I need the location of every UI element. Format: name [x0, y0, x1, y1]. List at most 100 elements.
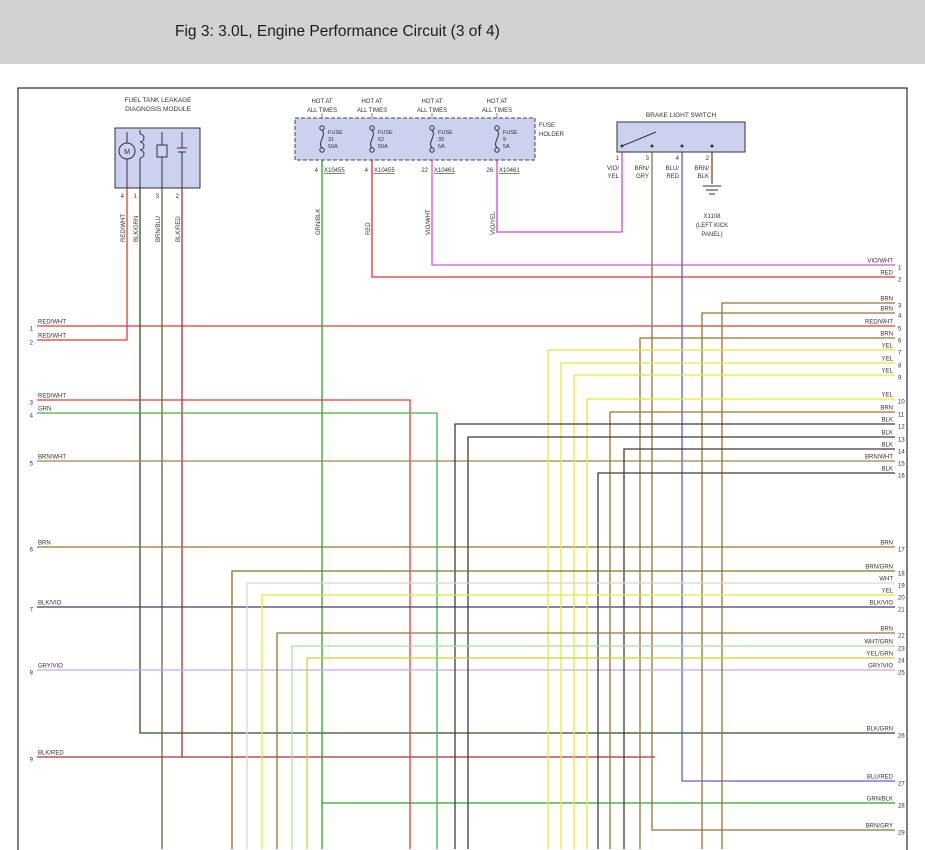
wires-layer: [37, 152, 895, 849]
right-point-number: 14: [898, 450, 905, 456]
left-point-label: BLK/RED: [38, 751, 64, 757]
wire-wht-grn: [291, 645, 895, 849]
right-point-number: 10: [898, 400, 905, 406]
right-point-label: RED: [880, 271, 893, 277]
brake-wire-color-line1: BLU/: [666, 166, 680, 172]
left-point-label: GRN: [38, 407, 51, 413]
brake-switch-pins: 1 VIO/YEL 3 BRN/GRY 4 BLU/RED 2 BRN/BLK: [607, 144, 714, 180]
brake-pin-number: 4: [676, 156, 680, 162]
left-point-label: RED/WHT: [38, 334, 66, 340]
right-point-number: 20: [898, 596, 905, 602]
fuse-wire-color-label: VIO/YEL: [491, 211, 497, 235]
wire-red-wht: [37, 399, 411, 849]
right-point-number: 25: [898, 671, 905, 677]
switch-contact-dot: [710, 144, 714, 148]
left-point-number: 4: [30, 414, 34, 420]
wire-yel: [586, 398, 895, 849]
wire-brn: [276, 632, 895, 849]
right-point-label: BRN: [880, 297, 893, 303]
right-point-label: BLU/RED: [867, 775, 894, 781]
right-point-number: 4: [898, 314, 902, 320]
right-point-number: 12: [898, 425, 905, 431]
wire-blk: [467, 436, 895, 849]
left-point-number: 7: [30, 608, 34, 614]
right-point-label: YEL: [882, 589, 894, 595]
left-point-label: BLK/VIO: [38, 601, 62, 607]
wire-blk-grn: [139, 188, 895, 734]
right-point-number: 7: [898, 351, 902, 357]
hot-at-label-line2: ALL TIMES: [307, 108, 337, 114]
right-point-label: GRN/BLK: [867, 797, 893, 803]
fuse-pin-number: 4: [365, 168, 369, 174]
right-point-number: 29: [898, 831, 905, 837]
left-point-number: 9: [30, 758, 34, 764]
fuse-number: 9: [503, 137, 506, 143]
right-point-number: 11: [898, 413, 905, 419]
fuse-connector-label: X10461: [499, 168, 520, 174]
left-connector-points: 1 RED/WHT 2 RED/WHT 3 RED/WHT 4 GRN 5 BRN/WHT 6 BRN…: [30, 320, 67, 764]
right-point-label: BRN: [880, 627, 893, 633]
coil-symbol: [139, 133, 145, 159]
module-pin-number: 4: [121, 194, 125, 200]
left-point-number: 5: [30, 462, 34, 468]
wire-brn-gry: [651, 152, 895, 831]
wire-grn: [37, 412, 438, 849]
left-point-label: GRY/VIO: [38, 664, 63, 670]
module-wire-color-label: RED/WHT: [121, 214, 127, 242]
right-point-number: 16: [898, 474, 905, 480]
right-point-number: 28: [898, 804, 905, 810]
module-wire-color-label: BLK/RED: [176, 216, 182, 242]
wire-brn: [721, 302, 895, 849]
right-point-number: 1: [898, 266, 902, 272]
right-point-number: 22: [898, 634, 905, 640]
fuse-element-symbol: [320, 129, 324, 149]
fuel-tank-leakage-diagnosis-module: FUEL TANK LEAKAGE DIAGNOSIS MODULE M 4 RE…: [114, 97, 201, 242]
fuse-wire-color-label: GRN/BLK: [316, 209, 322, 235]
wire-blk: [454, 423, 895, 849]
wire-blk: [623, 448, 895, 849]
fuse-connector-label: X10461: [434, 168, 455, 174]
right-point-number: 5: [898, 327, 902, 333]
brake-wire-color-line1: VIO/: [607, 166, 619, 172]
ground-connector-id: X1108: [704, 214, 722, 220]
fuse-number: 62: [378, 137, 384, 143]
brake-wire-color-line2: RED: [666, 174, 679, 180]
right-point-label: BRN: [880, 406, 893, 412]
wire-yel: [547, 349, 895, 849]
hot-at-label-line1: HOT AT: [311, 99, 332, 105]
fuse-number: 31: [328, 137, 334, 143]
wire-yel: [573, 374, 895, 849]
module-pins: 4 RED/WHT 1 BLK/GRN 3 BRN/BLU 2 BLK/RED: [121, 194, 182, 242]
module-title-line1: FUEL TANK LEAKAGE: [124, 97, 192, 104]
module-internals: [118, 130, 187, 188]
fuse-amp-rating: 5A: [438, 144, 445, 150]
right-point-number: 17: [898, 548, 905, 554]
right-point-number: 26: [898, 734, 905, 740]
wire-brn: [701, 312, 895, 849]
fuse-element-symbol: [495, 129, 499, 149]
fuse-word: FUSE: [328, 130, 343, 136]
fuse-pin-number: 26: [486, 168, 493, 174]
left-point-number: 3: [30, 401, 34, 407]
figure-title-bar: Fig 3: 3.0L, Engine Performance Circuit …: [0, 0, 925, 64]
right-point-number: 3: [898, 304, 902, 310]
wire-blk: [597, 472, 895, 849]
right-point-number: 13: [898, 438, 905, 444]
hot-at-label-line1: HOT AT: [361, 99, 382, 105]
right-point-number: 18: [898, 572, 905, 578]
right-point-label: VIO/WHT: [867, 259, 893, 265]
fuse-amp-rating: 50A: [328, 144, 338, 150]
right-point-label: YEL/GRN: [867, 652, 893, 658]
hot-at-label-line2: ALL TIMES: [357, 108, 387, 114]
wire-brn-grn: [231, 570, 895, 849]
right-point-label: BLK: [882, 418, 893, 424]
ground-location-line2: PANEL): [701, 232, 722, 238]
wire-brn: [639, 337, 895, 849]
hot-at-label-line2: ALL TIMES: [417, 108, 447, 114]
right-point-label: BRN: [880, 307, 893, 313]
brake-pin-number: 1: [616, 156, 620, 162]
right-point-number: 9: [898, 376, 902, 382]
right-point-label: BRN: [880, 541, 893, 547]
left-point-label: BRN/WHT: [38, 455, 66, 461]
